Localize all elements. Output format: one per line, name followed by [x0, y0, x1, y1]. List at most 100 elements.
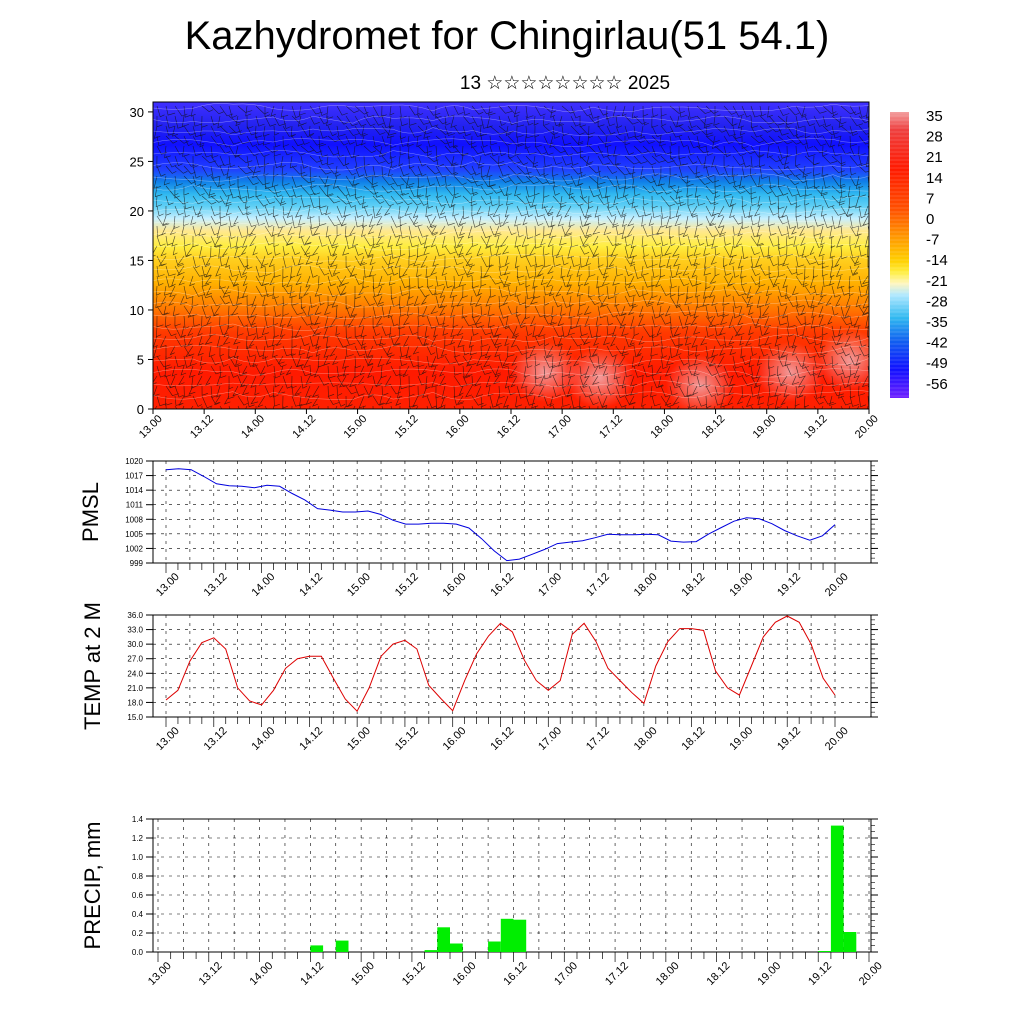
- x-tick-label: 15.12: [393, 725, 421, 753]
- precip-bar: [830, 825, 844, 952]
- y-tick-label: 18.0: [127, 698, 143, 707]
- x-tick-label: 17.12: [597, 413, 625, 441]
- colorbar-label: -35: [926, 314, 948, 331]
- x-tick-label: 16.00: [451, 960, 479, 988]
- x-tick-label: 16.12: [488, 725, 516, 753]
- y-tick-label: 1011: [126, 501, 144, 510]
- colorbar-label: 35: [926, 108, 943, 125]
- x-tick-label: 15.00: [349, 960, 377, 988]
- x-tick-label: 13.12: [202, 725, 230, 753]
- y-tick-label: 0: [137, 402, 144, 417]
- y-tick-label: 21.0: [127, 684, 143, 693]
- x-tick-label: 16.00: [441, 571, 469, 599]
- x-tick-label: 17.00: [552, 960, 580, 988]
- x-tick-label: 19.00: [751, 413, 779, 441]
- x-tick-label: 17.12: [584, 571, 612, 599]
- y-axis-title: PMSL: [78, 482, 103, 542]
- x-tick-label: 17.12: [584, 725, 612, 753]
- x-tick-label: 16.12: [501, 960, 529, 988]
- y-tick-label: 1020: [125, 457, 143, 466]
- colorbar: [890, 112, 909, 398]
- colorbar-label: 7: [926, 190, 934, 207]
- y-tick-label: 20: [130, 204, 144, 219]
- x-tick-label: 16.00: [441, 725, 469, 753]
- grid: [153, 818, 871, 953]
- x-tick-label: 15.12: [393, 413, 421, 441]
- x-tick-label: 19.12: [802, 413, 830, 441]
- x-tick-label: 20.00: [823, 571, 851, 599]
- x-tick-label: 20.00: [823, 725, 851, 753]
- x-tick-label: 14.00: [239, 413, 267, 441]
- y-tick-label: 0.6: [132, 891, 144, 900]
- x-tick-label: 18.12: [699, 413, 727, 441]
- x-tick-label: 18.12: [680, 571, 708, 599]
- y-tick-label: 1014: [125, 486, 143, 495]
- colorbar-label: -56: [926, 376, 948, 393]
- x-tick-label: 13.12: [188, 413, 216, 441]
- x-tick-label: 15.12: [393, 571, 421, 599]
- y-tick-label: 15.0: [127, 713, 143, 722]
- warm-spot-0: [511, 342, 579, 402]
- y-tick-label: 1.4: [132, 815, 144, 824]
- x-tick-label: 16.12: [488, 571, 516, 599]
- precip-bar: [500, 918, 514, 953]
- chart-subtitle: 13 ☆☆☆☆☆☆☆☆ 2025: [459, 73, 671, 94]
- x-tick-label: 17.12: [603, 960, 631, 988]
- y-tick-label: 24.0: [127, 669, 143, 678]
- x-tick-label: 13.00: [146, 960, 174, 988]
- grid: [153, 460, 871, 564]
- precip-bar: [424, 950, 438, 952]
- y-tick-label: 25: [130, 154, 144, 169]
- y-tick-label: 999: [130, 559, 144, 568]
- y-tick-label: 0.2: [132, 929, 144, 938]
- colorbar-label: 14: [926, 170, 943, 187]
- x-tick-label: 19.00: [755, 960, 783, 988]
- y-axis-title: PRECIP, mm: [80, 822, 105, 950]
- colorbar-label: -21: [926, 273, 948, 290]
- colorbar-label: -14: [926, 252, 948, 269]
- x-tick-label: 13.12: [197, 960, 225, 988]
- x-tick-label: 13.00: [154, 725, 182, 753]
- x-tick-label: 15.00: [345, 725, 373, 753]
- warm-spot-4: [666, 355, 734, 409]
- x-tick-label: 20.00: [857, 960, 885, 988]
- colorbar-bands: [890, 115, 909, 397]
- colorbar-label: 0: [926, 211, 934, 228]
- precip-bar: [310, 945, 324, 952]
- x-tick-label: 20.00: [853, 413, 881, 441]
- streamlines: [153, 103, 869, 400]
- chart-title: Kazhydromet for Chingirlau(51 54.1): [184, 14, 830, 58]
- x-tick-label: 13.12: [202, 571, 230, 599]
- colorbar-label: -7: [926, 232, 939, 249]
- frame: [152, 614, 872, 718]
- x-tick-label: 19.00: [727, 725, 755, 753]
- precip-bar: [513, 919, 527, 952]
- precip-bar: [335, 940, 349, 952]
- x-tick-label: 17.00: [546, 413, 574, 441]
- x-tick-label: 14.00: [249, 571, 277, 599]
- x-tick-label: 18.00: [648, 413, 676, 441]
- y-tick-label: 1008: [125, 515, 143, 524]
- y-tick-label: 33.0: [127, 626, 143, 635]
- y-tick-label: 1002: [125, 544, 143, 553]
- grid: [153, 614, 871, 718]
- x-tick-label: 15.00: [345, 571, 373, 599]
- y-tick-label: 0.0: [132, 948, 144, 957]
- x-tick-label: 14.12: [297, 725, 325, 753]
- y-tick-label: 15: [130, 253, 144, 268]
- warm-spot-3: [816, 330, 869, 390]
- x-tick-label: 17.00: [536, 725, 564, 753]
- heatmap-field: [153, 102, 869, 409]
- precip-bar: [818, 951, 831, 952]
- temp-line: [165, 615, 836, 713]
- x-tick-label: 18.00: [632, 725, 660, 753]
- y-tick-label: 1.2: [132, 834, 144, 843]
- y-tick-label: 30.0: [127, 640, 143, 649]
- x-tick-label: 13.00: [154, 571, 182, 599]
- x-tick-label: 15.12: [400, 960, 428, 988]
- y-tick-label: 1.0: [132, 853, 144, 862]
- pmsl-panel: 1020 1017 1014 1011 1008 1005 1002 999 13.00 13.1…: [78, 457, 878, 599]
- x-tick-label: 19.12: [806, 960, 834, 988]
- y-tick-label: 0.8: [132, 872, 144, 881]
- precip-bar: [843, 932, 857, 952]
